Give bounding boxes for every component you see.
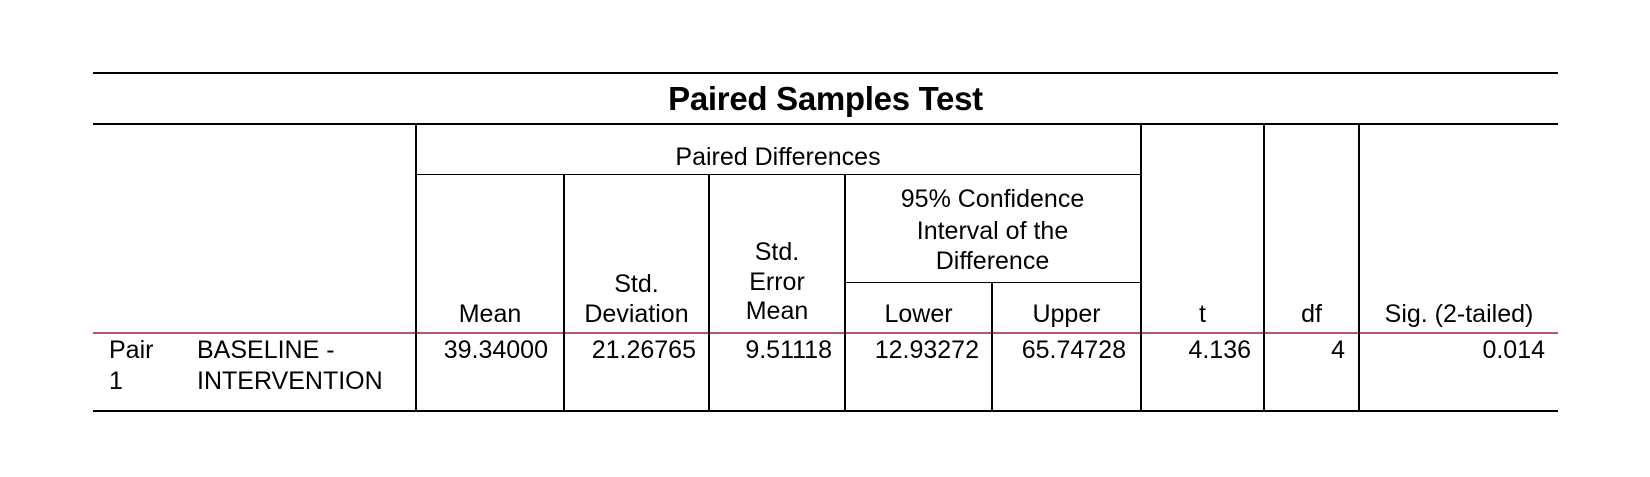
- cell-lower: 12.93272: [874, 336, 979, 364]
- vline-t: [1263, 124, 1265, 411]
- vline-upper: [1140, 124, 1142, 411]
- vline-df: [1358, 124, 1360, 411]
- pair-label-line-1: Pair: [109, 336, 154, 364]
- cell-t: 4.136: [1188, 336, 1251, 364]
- cell-stderr: 9.51118: [745, 336, 832, 364]
- vline-stub: [415, 124, 417, 411]
- title-bottom-rule: [93, 123, 1558, 125]
- ci-header-line-3: Difference: [935, 247, 1050, 275]
- header-bottom-rule: [93, 332, 1558, 334]
- cell-df: 4: [1331, 336, 1345, 364]
- table-title: Paired Samples Test: [93, 72, 1558, 124]
- vline-lower: [991, 283, 993, 411]
- vline-stderr: [844, 175, 846, 411]
- cell-stddev: 21.26765: [591, 336, 696, 364]
- table-bottom-rule: [93, 410, 1558, 412]
- cell-mean: 39.34000: [443, 336, 548, 364]
- variables-line-1: BASELINE -: [197, 336, 335, 364]
- vline-mean: [563, 175, 565, 411]
- col-header-mean: Mean: [458, 300, 522, 328]
- col-header-stderr-line-1: Std.: [754, 238, 800, 266]
- col-header-lower: Lower: [884, 300, 953, 328]
- col-header-stddev-line-2: Deviation: [584, 300, 689, 328]
- ci-header-line-1: 95% Confidence: [900, 185, 1085, 213]
- paired-differences-rule: [416, 174, 1140, 175]
- cell-sig: 0.014: [1482, 336, 1545, 364]
- col-header-t: t: [1199, 300, 1206, 328]
- ci-rule: [845, 282, 1140, 283]
- variables-line-2: INTERVENTION: [197, 367, 383, 395]
- paired-differences-header: Paired Differences: [675, 143, 881, 171]
- cell-upper: 65.74728: [1021, 336, 1126, 364]
- table-title-text: Paired Samples Test: [668, 80, 983, 117]
- ci-header-line-2: Interval of the: [916, 217, 1069, 245]
- pair-label-line-2: 1: [109, 367, 123, 395]
- col-header-df: df: [1301, 300, 1322, 328]
- col-header-sig: Sig. (2-tailed): [1384, 300, 1534, 328]
- col-header-stddev-line-1: Std.: [614, 270, 659, 298]
- col-header-upper: Upper: [1032, 300, 1101, 328]
- col-header-stderr-line-2: Error: [749, 268, 805, 296]
- vline-stddev: [708, 175, 710, 411]
- col-header-stderr-line-3: Mean: [745, 297, 809, 325]
